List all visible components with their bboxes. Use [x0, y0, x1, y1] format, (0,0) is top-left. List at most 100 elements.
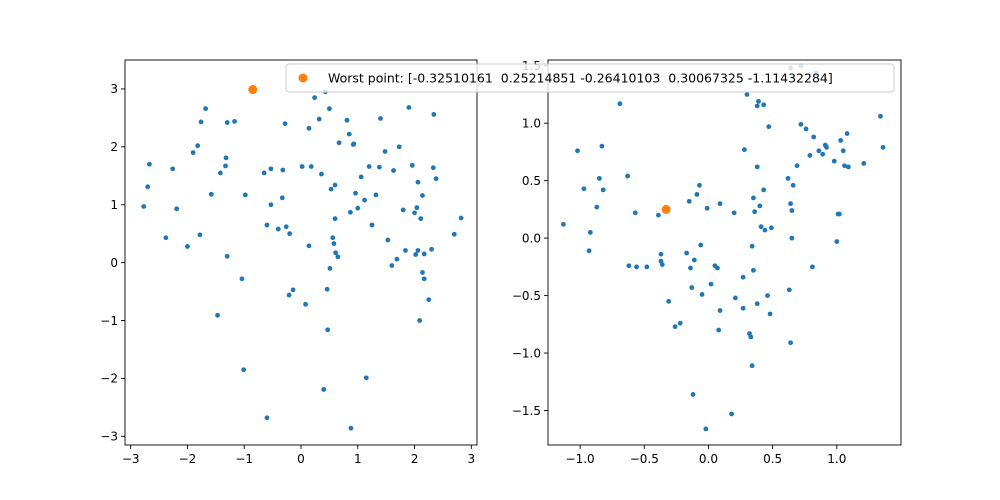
legend-box	[285, 63, 895, 93]
y-tick-label-1-4: 0.5	[522, 174, 541, 188]
data-point-0-0-95	[426, 297, 432, 303]
data-point-1-0-81	[811, 134, 817, 140]
data-point-0-0-3	[163, 235, 169, 241]
data-point-0-0-88	[415, 179, 421, 185]
data-point-0-0-97	[430, 165, 436, 171]
data-point-1-0-54	[754, 103, 760, 109]
data-point-0-0-65	[355, 205, 361, 211]
y-tick-label-0-0: −3	[100, 430, 118, 444]
data-point-1-0-60	[761, 187, 767, 193]
data-point-0-0-69	[366, 164, 372, 169]
data-point-0-0-49	[327, 266, 333, 271]
data-point-0-0-22	[242, 192, 248, 198]
data-point-1-0-92	[840, 148, 846, 154]
data-point-1-0-31	[699, 292, 705, 297]
data-point-0-0-94	[421, 276, 427, 282]
data-point-0-0-63	[351, 141, 357, 147]
data-point-0-0-11	[203, 106, 209, 112]
data-point-1-0-40	[729, 411, 734, 417]
data-point-1-0-97	[878, 113, 883, 119]
data-point-0-0-76	[389, 263, 395, 268]
data-point-1-0-93	[842, 163, 847, 169]
data-point-0-0-16	[223, 155, 229, 161]
data-point-0-0-40	[308, 164, 314, 169]
data-point-0-0-70	[369, 222, 375, 228]
data-point-0-0-20	[239, 276, 245, 282]
y-tick-label-0-5: 2	[110, 140, 118, 154]
data-point-1-0-41	[731, 210, 737, 216]
data-point-0-0-18	[224, 253, 230, 259]
data-point-1-0-66	[768, 225, 774, 231]
data-point-1-0-44	[740, 305, 746, 311]
data-point-0-0-83	[409, 162, 415, 168]
data-point-1-0-4	[587, 229, 593, 235]
x-tick-label-0-4: 1	[354, 452, 362, 466]
data-point-0-0-96	[429, 246, 434, 252]
data-point-1-0-33	[704, 205, 710, 211]
data-point-1-0-73	[789, 208, 795, 213]
data-point-0-0-50	[328, 186, 334, 192]
x-tick-label-0-6: 3	[468, 452, 476, 466]
data-point-0-0-82	[406, 105, 412, 110]
data-point-1-0-50	[749, 243, 755, 249]
data-point-0-0-77	[391, 168, 396, 173]
data-point-1-0-11	[626, 263, 632, 269]
x-tick-label-1-2: 0.0	[699, 452, 718, 466]
data-point-1-0-8	[600, 187, 606, 193]
data-point-1-0-15	[655, 212, 661, 218]
y-tick-label-1-1: −1.0	[512, 346, 541, 360]
data-point-0-0-73	[378, 116, 383, 121]
data-point-1-0-52	[750, 267, 756, 273]
data-point-1-0-58	[757, 203, 763, 209]
data-point-0-0-44	[321, 387, 327, 392]
x-tick-label-1-0: −1.0	[566, 452, 595, 466]
data-point-0-0-85	[413, 252, 419, 257]
data-point-0-0-34	[287, 231, 293, 237]
data-point-1-0-27	[691, 257, 697, 263]
left-scatter-plot: −3 −2 −1 0 1 2 3 −3 −2 −1 0 1 2 3	[100, 59, 478, 466]
data-point-0-0-48	[326, 106, 332, 112]
data-point-1-0-53	[752, 209, 758, 215]
data-point-1-0-3	[586, 248, 592, 254]
data-point-0-0-28	[275, 226, 281, 232]
x-tick-label-0-3: 0	[297, 452, 305, 466]
legend-label: Worst point: [-0.32510161 0.25214851 -0.…	[328, 71, 833, 86]
worst-point-1-1-0	[661, 204, 671, 214]
data-point-0-0-25	[264, 222, 270, 228]
data-point-1-0-90	[836, 211, 842, 217]
data-point-0-0-64	[353, 190, 358, 196]
data-point-1-0-7	[599, 143, 605, 149]
data-point-0-0-12	[208, 191, 214, 197]
data-point-0-0-67	[362, 197, 367, 203]
data-point-1-0-5	[594, 204, 600, 210]
x-tick-label-1-1: −0.5	[630, 452, 659, 466]
data-point-1-0-20	[672, 324, 678, 330]
data-point-0-0-36	[299, 164, 305, 169]
x-tick-label-1-3: 0.5	[763, 452, 782, 466]
data-point-1-0-94	[844, 131, 850, 136]
data-point-0-0-55	[333, 250, 339, 256]
data-point-0-0-81	[403, 248, 408, 253]
data-point-0-0-51	[330, 235, 336, 241]
data-point-0-0-54	[332, 216, 338, 222]
data-point-1-0-22	[684, 250, 690, 256]
data-point-1-0-80	[810, 264, 815, 270]
data-point-0-0-38	[306, 125, 312, 131]
data-point-1-0-13	[634, 264, 639, 270]
data-point-0-0-89	[417, 318, 423, 323]
data-point-1-0-74	[790, 182, 796, 188]
y-tick-label-0-4: 1	[110, 198, 118, 212]
data-point-0-0-43	[319, 171, 324, 177]
data-point-0-0-79	[396, 144, 402, 150]
data-point-1-0-48	[748, 334, 754, 340]
data-point-1-0-12	[632, 210, 638, 216]
data-point-1-0-23	[686, 198, 692, 204]
data-point-1-0-87	[831, 158, 837, 164]
data-point-1-0-14	[644, 264, 650, 270]
data-point-1-0-37	[716, 327, 722, 333]
y-tick-label-0-3: 0	[110, 256, 118, 270]
data-point-0-0-66	[358, 174, 364, 180]
x-tick-label-0-0: −3	[122, 452, 140, 466]
data-point-0-0-42	[316, 116, 322, 122]
